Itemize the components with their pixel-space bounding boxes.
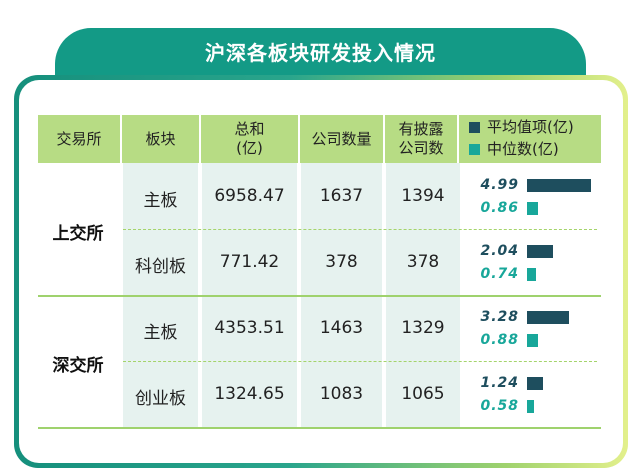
companies-cell: 1083 <box>319 384 364 404</box>
median-bar <box>527 400 534 413</box>
companies-cell: 1463 <box>319 318 364 338</box>
row-divider <box>123 229 597 230</box>
legend-median-swatch <box>469 144 480 155</box>
header-divider <box>199 115 201 163</box>
exchange-label-sse: 上交所 <box>52 224 104 244</box>
header-total-line2: (亿) <box>236 139 263 157</box>
exchange-divider <box>38 295 601 297</box>
header-divider <box>383 115 385 163</box>
total-cell: 4353.51 <box>214 318 285 338</box>
companies-cell: 1637 <box>319 186 364 206</box>
table-bottom-line <box>38 427 601 429</box>
median-bar <box>527 334 538 347</box>
header-exchange: 交易所 <box>38 115 120 163</box>
total-cell: 6958.47 <box>214 186 285 206</box>
board-cell: 主板 <box>143 191 178 211</box>
median-value-label: 0.74 <box>480 266 519 282</box>
total-cell: 771.42 <box>219 252 280 272</box>
mean-bar <box>527 179 591 192</box>
title-tab: 沪深各板块研发投入情况 <box>55 28 586 78</box>
total-cell: 1324.65 <box>214 384 285 404</box>
median-value-label: 0.88 <box>480 332 519 348</box>
median-value-label: 0.86 <box>480 200 519 216</box>
mean-bar <box>527 245 553 258</box>
disclosed-cell: 1329 <box>401 318 445 338</box>
header-companies-label: 公司数量 <box>311 129 372 148</box>
legend-median-label: 中位数(亿) <box>487 140 559 158</box>
median-bar <box>527 202 538 215</box>
header-row <box>38 115 601 163</box>
legend-mean-label: 平均值项(亿) <box>487 118 574 136</box>
board-cell: 科创板 <box>135 257 186 277</box>
mean-value-label: 1.24 <box>480 375 519 391</box>
disclosed-cell: 378 <box>406 252 440 272</box>
header-exchange-label: 交易所 <box>56 129 102 148</box>
header-divider <box>120 115 122 163</box>
disclosed-cell: 1394 <box>401 186 445 206</box>
header-disclosed-line2: 公司数 <box>398 139 444 157</box>
mean-value-label: 3.28 <box>480 309 519 325</box>
header-total-line1: 总和 <box>234 120 265 139</box>
disclosed-cell: 1065 <box>401 384 445 404</box>
header-companies: 公司数量 <box>300 115 383 163</box>
mean-value-label: 4.99 <box>480 177 519 193</box>
board-cell: 主板 <box>143 323 178 343</box>
header-divider <box>298 115 300 163</box>
chart-title: 沪深各板块研发投入情况 <box>205 41 436 65</box>
companies-cell: 378 <box>325 252 358 272</box>
median-value-label: 0.58 <box>480 398 519 414</box>
header-divider <box>457 115 459 163</box>
header-board: 板块 <box>122 115 199 163</box>
header-board-label: 板块 <box>145 129 176 148</box>
row-divider <box>123 361 597 362</box>
mean-bar <box>527 311 569 324</box>
header-disclosed: 有披露 公司数 <box>385 115 457 163</box>
median-bar <box>527 268 536 281</box>
legend-mean-swatch <box>469 122 480 133</box>
header-total: 总和 (亿) <box>201 115 298 163</box>
mean-bar <box>527 377 543 390</box>
board-cell: 创业板 <box>135 389 186 409</box>
header-disclosed-line1: 有披露 <box>398 120 444 139</box>
mean-value-label: 2.04 <box>480 243 519 259</box>
exchange-label-szse: 深交所 <box>52 356 104 376</box>
